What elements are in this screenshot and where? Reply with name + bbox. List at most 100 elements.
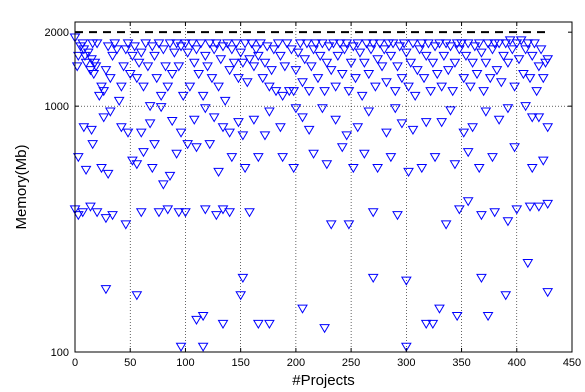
data-point bbox=[252, 51, 264, 62]
data-point bbox=[511, 205, 523, 215]
data-point bbox=[107, 51, 118, 62]
data-point bbox=[487, 153, 498, 163]
data-point bbox=[157, 180, 169, 190]
data-point bbox=[524, 74, 536, 84]
data-point bbox=[498, 51, 509, 62]
data-point bbox=[237, 273, 249, 284]
data-point bbox=[339, 45, 350, 55]
data-point bbox=[90, 62, 102, 72]
data-point bbox=[511, 39, 523, 49]
data-point bbox=[237, 131, 249, 141]
data-point bbox=[520, 45, 531, 55]
data-point bbox=[224, 66, 235, 76]
data-point bbox=[268, 45, 280, 55]
data-point bbox=[418, 74, 430, 84]
data-point bbox=[400, 342, 412, 352]
data-point bbox=[135, 48, 147, 58]
data-point bbox=[77, 208, 89, 218]
data-point bbox=[199, 104, 211, 114]
data-point bbox=[416, 39, 428, 49]
data-point bbox=[526, 51, 538, 62]
data-point bbox=[166, 70, 178, 80]
data-point bbox=[420, 118, 432, 128]
data-point bbox=[341, 131, 353, 141]
data-point bbox=[160, 62, 171, 72]
data-point bbox=[169, 48, 180, 58]
data-point bbox=[131, 160, 143, 170]
data-point bbox=[191, 45, 202, 55]
data-point bbox=[325, 220, 337, 230]
data-point bbox=[266, 66, 277, 76]
y-axis-ticks: 100 1000 2000 bbox=[45, 27, 572, 359]
data-point bbox=[264, 82, 275, 92]
data-point bbox=[531, 87, 543, 97]
data-point bbox=[290, 104, 302, 114]
data-point bbox=[396, 74, 408, 84]
data-point bbox=[495, 78, 507, 88]
data-point bbox=[204, 39, 216, 49]
data-point bbox=[409, 91, 421, 102]
data-point bbox=[533, 202, 545, 212]
data-point bbox=[206, 74, 218, 84]
data-point bbox=[476, 273, 487, 284]
data-point bbox=[325, 66, 337, 76]
data-point bbox=[343, 87, 355, 97]
data-point bbox=[480, 58, 492, 68]
data-point bbox=[217, 319, 229, 330]
data-point bbox=[465, 82, 476, 92]
data-point bbox=[294, 39, 306, 49]
data-point bbox=[500, 291, 512, 301]
data-point bbox=[436, 118, 448, 128]
data-point bbox=[166, 116, 178, 127]
data-point bbox=[520, 102, 531, 112]
data-point bbox=[449, 160, 461, 170]
y-axis-label: Memory(Mb) bbox=[13, 144, 30, 229]
data-point bbox=[264, 319, 275, 330]
data-point bbox=[275, 123, 286, 133]
data-point bbox=[109, 39, 121, 49]
data-point bbox=[456, 39, 467, 49]
data-point bbox=[533, 62, 545, 72]
data-point bbox=[308, 45, 319, 55]
data-point bbox=[372, 163, 383, 174]
data-point bbox=[171, 149, 182, 159]
data-point bbox=[155, 91, 167, 102]
data-point bbox=[191, 315, 202, 325]
data-point bbox=[502, 104, 514, 114]
data-point bbox=[208, 113, 220, 123]
data-point bbox=[356, 91, 368, 102]
data-point bbox=[288, 87, 300, 97]
data-point bbox=[484, 74, 496, 84]
data-point bbox=[120, 45, 132, 55]
data-point bbox=[100, 285, 112, 295]
data-point bbox=[491, 66, 503, 76]
data-point bbox=[164, 39, 176, 49]
data-point bbox=[308, 149, 319, 159]
data-point bbox=[336, 143, 348, 153]
data-point bbox=[80, 165, 92, 176]
data-point bbox=[522, 39, 534, 49]
data-point bbox=[111, 45, 123, 55]
data-point bbox=[96, 82, 107, 92]
data-point bbox=[449, 58, 461, 68]
data-point bbox=[429, 153, 441, 163]
data-point bbox=[224, 208, 235, 218]
data-point bbox=[425, 87, 437, 97]
data-point bbox=[436, 82, 448, 92]
data-point bbox=[195, 39, 207, 49]
data-point bbox=[197, 91, 209, 102]
data-point bbox=[157, 45, 169, 55]
data-point bbox=[361, 39, 372, 49]
data-point bbox=[188, 115, 200, 125]
data-point bbox=[182, 140, 194, 150]
data-point bbox=[100, 66, 112, 76]
data-point bbox=[522, 258, 534, 269]
data-point bbox=[235, 291, 247, 301]
data-point bbox=[400, 48, 412, 58]
data-point bbox=[116, 82, 127, 92]
data-point bbox=[235, 48, 247, 58]
data-point bbox=[250, 45, 262, 55]
data-point bbox=[96, 163, 107, 174]
data-point bbox=[480, 107, 492, 117]
data-point bbox=[248, 115, 260, 125]
